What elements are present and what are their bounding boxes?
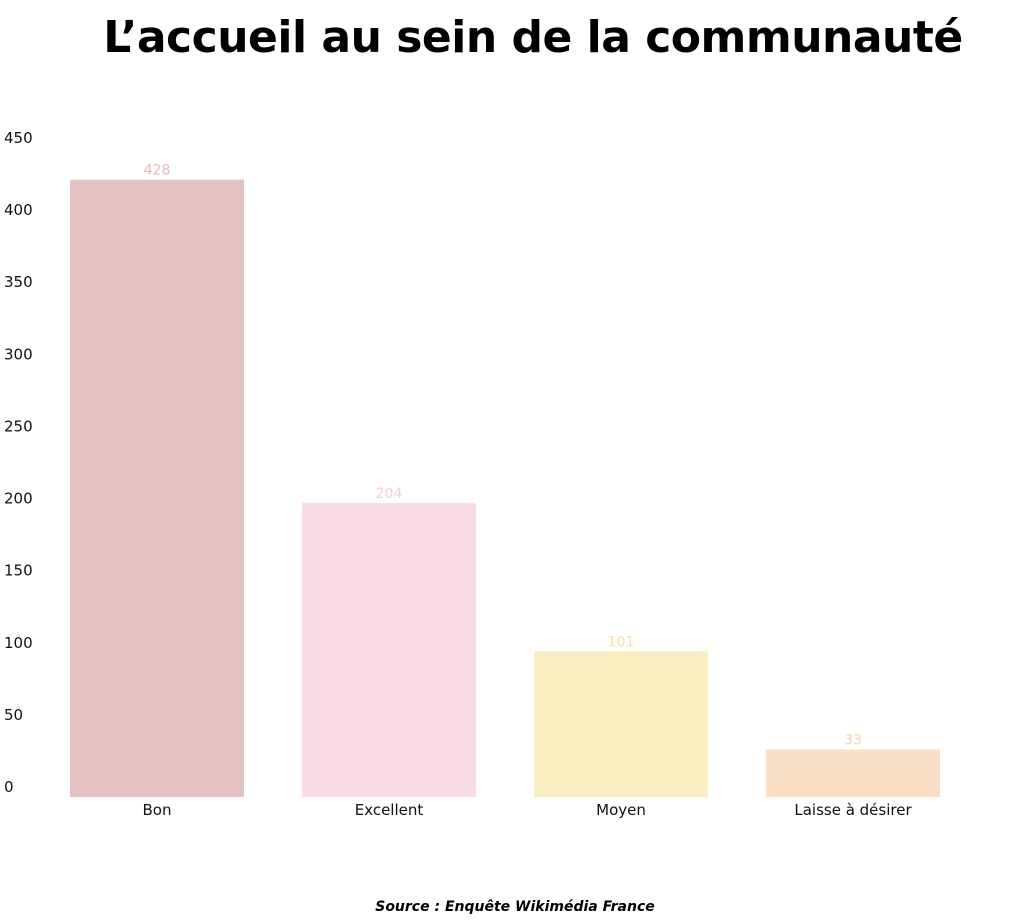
x-axis: Bon Excellent Moyen Laisse à désirer xyxy=(143,801,913,819)
source-note: Source : Enquête Wikimédia France xyxy=(375,899,655,915)
y-tick-label: 150 xyxy=(4,562,33,580)
y-tick-label: 400 xyxy=(4,201,33,219)
bar-1 xyxy=(302,502,476,797)
y-tick-label: 300 xyxy=(4,345,33,363)
bar-3 xyxy=(766,749,940,797)
y-tick-label: 200 xyxy=(4,490,33,508)
bar-value-label: 101 xyxy=(608,634,635,650)
bar-2 xyxy=(534,651,708,797)
bar-value-label: 428 xyxy=(144,163,171,179)
y-tick-label: 250 xyxy=(4,417,33,435)
y-tick-label: 350 xyxy=(4,273,33,291)
y-tick-label: 50 xyxy=(4,706,23,724)
x-category-label: Excellent xyxy=(355,801,424,819)
y-tick-label: 0 xyxy=(4,778,14,796)
y-tick-label: 100 xyxy=(4,634,33,652)
x-category-label: Bon xyxy=(143,801,172,819)
bar-value-label: 33 xyxy=(844,732,862,748)
bar-value-label: 204 xyxy=(376,486,403,502)
y-tick-label: 450 xyxy=(4,129,33,147)
chart-title: L’accueil au sein de la communauté xyxy=(103,12,963,63)
bars xyxy=(70,179,940,797)
bar-0 xyxy=(70,179,244,797)
y-axis: 0 50 100 150 200 250 300 350 400 450 xyxy=(4,129,33,796)
value-labels: 428 204 101 33 xyxy=(144,163,862,749)
x-category-label: Moyen xyxy=(596,801,646,819)
x-category-label: Laisse à désirer xyxy=(794,801,912,819)
